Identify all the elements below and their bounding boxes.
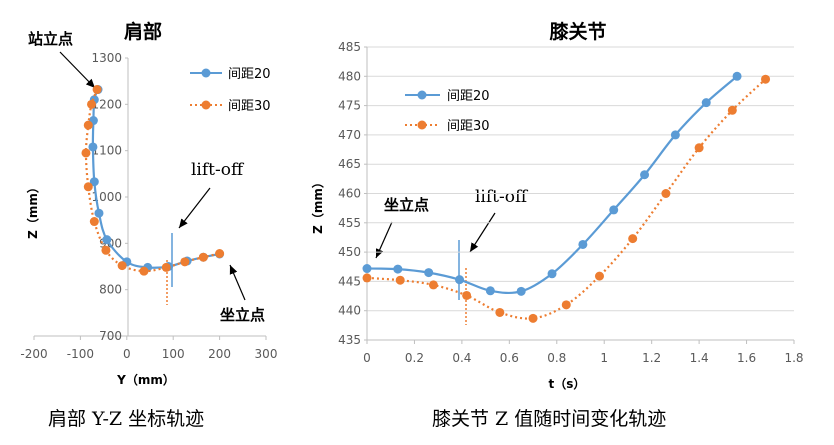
right-chart-series2-point xyxy=(594,271,604,281)
right-chart-series2-point xyxy=(561,300,571,310)
right-chart-x-tick-label: 1.2 xyxy=(642,351,661,365)
right-chart-y-tick-label: 480 xyxy=(338,69,361,83)
left-chart-series2-point xyxy=(83,182,93,192)
right-chart-y-tick-label: 470 xyxy=(338,128,361,142)
right-y-axis-label: Z（mm） xyxy=(310,176,325,234)
right-chart-series2-point xyxy=(362,273,372,283)
left-chart-series1-point xyxy=(89,177,99,187)
left-chart-series2-point xyxy=(101,245,111,255)
right-chart-y-tick-label: 455 xyxy=(338,216,361,230)
right-chart-series1-point xyxy=(393,264,403,274)
left-annotation-sit: 坐立点 xyxy=(220,306,265,324)
right-chart-y-tick-label: 440 xyxy=(338,304,361,318)
right-x-axis-label: t（s） xyxy=(549,376,586,391)
right-legend-series2: 间距30 xyxy=(447,119,490,134)
right-chart-series2-point xyxy=(428,280,438,290)
left-caption: 肩部 Y-Z 坐标轨迹 xyxy=(48,408,205,430)
left-chart-series2-point xyxy=(87,99,97,109)
right-chart-series2-point xyxy=(727,105,737,115)
right-chart-series1-point xyxy=(732,71,742,81)
right-chart-series2-point xyxy=(694,143,704,153)
left-chart-y-tick-label: 1300 xyxy=(91,51,122,65)
left-legend-series2: 间距30 xyxy=(228,99,271,114)
right-annotation-sit: 坐立点 xyxy=(384,196,429,214)
left-chart-x-tick-label: 200 xyxy=(208,347,231,361)
left-chart-series2-point xyxy=(81,148,91,158)
left-legend: 间距20 间距30 xyxy=(190,67,271,114)
right-annotations: 坐立点 lift-off xyxy=(375,187,529,325)
right-caption: 膝关节 Z 值随时间变化轨迹 xyxy=(432,408,667,430)
right-chart-y-tick-label: 485 xyxy=(338,40,361,54)
right-chart-series2-point xyxy=(395,275,405,285)
left-chart-title: 肩部 xyxy=(124,20,162,43)
left-annotation-stand: 站立点 xyxy=(28,30,73,48)
right-chart-x-tick-label: 0.8 xyxy=(547,351,566,365)
right-chart-x-tick-label: 0.6 xyxy=(500,351,519,365)
left-chart-x-tick-label: 300 xyxy=(255,347,278,361)
right-annotation-liftoff: lift-off xyxy=(475,187,529,207)
right-chart-series1-point xyxy=(516,286,526,296)
right-chart-series2-point xyxy=(528,313,538,323)
right-chart-x-tick-label: 0 xyxy=(363,351,371,365)
left-chart-y-tick-label: 1000 xyxy=(91,190,122,204)
left-chart-series2-point xyxy=(198,252,208,262)
right-chart-y-tick-label: 435 xyxy=(338,333,361,347)
left-chart-series1-point xyxy=(88,142,98,152)
right-chart-series1-point xyxy=(701,98,711,108)
right-chart-series1-point xyxy=(670,130,680,140)
left-chart-series2-point xyxy=(139,266,149,276)
right-chart-y-tick-label: 475 xyxy=(338,99,361,113)
right-chart-series1-point xyxy=(609,205,619,215)
right-legend: 间距20 间距30 xyxy=(405,89,490,134)
left-chart-series2-point xyxy=(92,85,102,95)
right-chart-y-tick-label: 465 xyxy=(338,157,361,171)
right-chart-y-tick-label: 460 xyxy=(338,187,361,201)
right-chart-series2-point xyxy=(495,307,505,317)
left-x-axis-label: Y（mm） xyxy=(116,372,175,387)
right-chart-series1-line xyxy=(366,75,738,295)
left-chart-series2-point xyxy=(215,249,225,259)
left-chart-x-tick-label: 0 xyxy=(123,347,131,361)
right-chart-series2-point xyxy=(628,234,638,244)
right-chart-series1-point xyxy=(424,268,434,278)
left-chart-y-tick-label: 1100 xyxy=(91,144,122,158)
left-y-axis-label: Z（mm） xyxy=(25,181,40,239)
left-chart-series2-point xyxy=(161,262,171,272)
right-chart-series2-point xyxy=(462,290,472,300)
left-annotation-liftoff: lift-off xyxy=(191,160,245,180)
right-chart-y-tick-label: 450 xyxy=(338,245,361,259)
right-chart-series1-point xyxy=(578,239,588,249)
right-chart-series1-point xyxy=(455,275,465,285)
right-chart-series2-point xyxy=(661,189,671,198)
right-chart-series1-point xyxy=(640,170,650,180)
right-chart-series1-point xyxy=(547,269,557,279)
left-legend-series1: 间距20 xyxy=(228,67,271,82)
left-chart-x-tick-label: 100 xyxy=(162,347,185,361)
left-chart-x-tick-label: -100 xyxy=(67,347,94,361)
left-chart-series1-point xyxy=(102,235,112,245)
left-chart-series2-point xyxy=(83,120,93,130)
right-chart-x-tick-label: 0.2 xyxy=(405,351,424,365)
left-chart-series2-point xyxy=(117,261,127,271)
right-chart-series1-point xyxy=(362,264,372,274)
right-chart-x-tick-label: 1.4 xyxy=(690,351,709,365)
left-chart-series2-point xyxy=(180,257,190,267)
left-chart-series2-point xyxy=(89,217,99,227)
left-chart-y-tick-label: 700 xyxy=(99,329,122,343)
right-chart-x-tick-label: 1 xyxy=(600,351,608,365)
left-chart-series1-point xyxy=(94,208,104,218)
right-chart-x-tick-label: 1.8 xyxy=(784,351,803,365)
left-annotations: 站立点 lift-off 坐立点 xyxy=(28,30,265,324)
right-chart-series1-point xyxy=(485,286,495,296)
right-chart-y-tick-label: 445 xyxy=(338,274,361,288)
left-chart-x-tick-label: -200 xyxy=(20,347,47,361)
right-chart-title: 膝关节 xyxy=(549,20,606,43)
right-chart-x-tick-label: 1.6 xyxy=(737,351,756,365)
right-chart-series2-point xyxy=(761,74,771,84)
left-chart-y-tick-label: 1200 xyxy=(91,97,122,111)
left-chart-y-tick-label: 800 xyxy=(99,283,122,297)
right-legend-series1: 间距20 xyxy=(447,89,490,104)
right-chart-x-tick-label: 0.4 xyxy=(452,351,471,365)
